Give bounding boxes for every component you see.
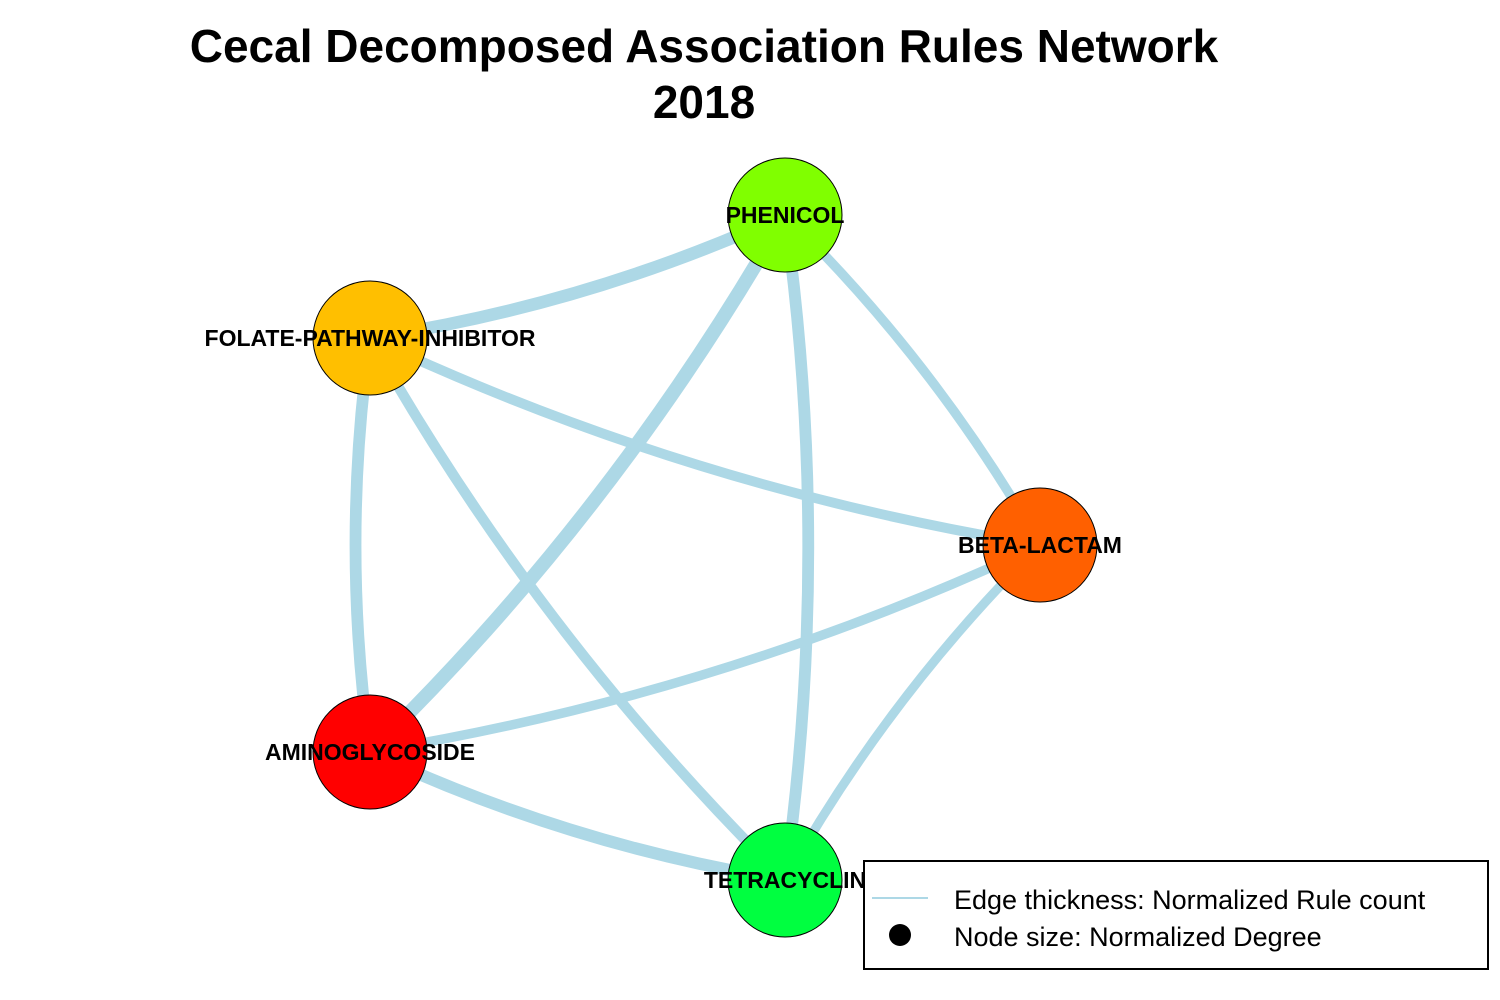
labels-layer: PHENICOL FOLATE-PATHWAY-INHIBITOR BETA-LAC… [205, 202, 1122, 893]
edge-aminoglycoside-phenicol [363, 208, 792, 759]
edge-aminoglycoside-tetracycline [363, 745, 792, 887]
edge-folate-pathway-inhibitor-tetracycline [364, 332, 791, 886]
node-tetracycline [727, 822, 843, 938]
node-label-tetracycline: TETRACYCLIN [704, 867, 866, 893]
legend-node-swatch [889, 924, 911, 946]
chart-title-line2: 2018 [652, 76, 756, 128]
node-phenicol [727, 157, 843, 273]
edge-folate-pathway-inhibitor-phenicol [363, 208, 792, 345]
node-label-aminoglycoside: AMINOGLYCOSIDE [265, 739, 475, 765]
node-label-beta-lactam: BETA-LACTAM [958, 532, 1122, 558]
edge-beta-lactam-tetracycline [780, 540, 1045, 885]
node-beta-lactam [982, 487, 1098, 603]
edge-folate-pathway-inhibitor-aminoglycoside [349, 332, 376, 758]
edge-folate-pathway-inhibitor-beta-lactam [365, 333, 1045, 550]
edges-layer [349, 208, 1045, 887]
legend-box [863, 860, 1489, 970]
node-folate-pathway-inhibitor [312, 280, 428, 396]
node-label-folate-pathway-inhibitor: FOLATE-PATHWAY-INHIBITOR [205, 325, 536, 351]
legend-edge-label: Edge thickness: Normalized Rule count [954, 885, 1426, 915]
edge-aminoglycoside-beta-lactam [365, 540, 1045, 757]
node-aminoglycoside [312, 694, 428, 810]
chart-title-line1: Cecal Decomposed Association Rules Netwo… [189, 20, 1219, 72]
nodes-layer [312, 157, 1098, 938]
chart-title: Cecal Decomposed Association Rules Netwo… [104, 18, 1304, 130]
node-label-phenicol: PHENICOL [726, 202, 845, 228]
legend: Edge thickness: Normalized Rule count No… [863, 860, 1489, 970]
legend-node-label: Node size: Normalized Degree [954, 922, 1322, 952]
edge-tetracycline-phenicol [779, 209, 815, 886]
